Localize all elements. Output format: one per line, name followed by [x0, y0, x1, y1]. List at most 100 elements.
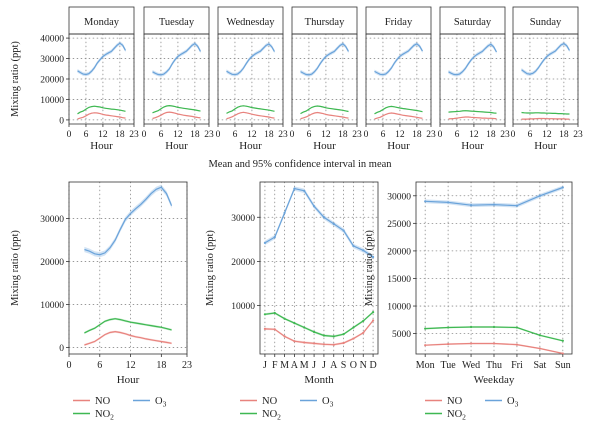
- data-point-no: [515, 343, 519, 346]
- x-tick-label: 18: [156, 360, 166, 371]
- series-line-o3: [84, 186, 173, 256]
- x-tick-label: 12: [98, 130, 108, 140]
- data-point-o3: [447, 201, 450, 204]
- data-point-no2: [515, 326, 519, 329]
- strip-label-wednesday: Wednesday: [226, 17, 275, 28]
- series-line-no2: [226, 105, 275, 114]
- data-point-o3: [303, 189, 306, 192]
- data-point-o3: [469, 204, 473, 207]
- strip-label-monday: Monday: [84, 17, 120, 28]
- g-hour-frame: [68, 181, 188, 355]
- y-axis-label: Mixing ratio (ppt): [10, 230, 21, 306]
- x-tick-label: 12: [173, 130, 183, 140]
- x-tick-label: S: [341, 360, 347, 371]
- data-point-no: [283, 335, 286, 338]
- series-line-no: [226, 111, 275, 120]
- data-point-no2: [371, 311, 375, 314]
- data-point-no2: [352, 326, 355, 329]
- x-tick-label: A: [291, 360, 299, 371]
- strip-label-sunday: Sunday: [530, 17, 562, 28]
- data-point-o3: [293, 187, 296, 190]
- series-line-no2: [300, 105, 349, 115]
- data-point-no2: [561, 339, 564, 342]
- data-point-o3: [342, 229, 345, 232]
- x-tick-label: 18: [486, 130, 496, 140]
- data-point-o3: [263, 241, 267, 244]
- strip-box: [68, 6, 135, 35]
- x-tick-label: O: [350, 360, 357, 371]
- y-axis-label: Mixing ratio (ppt): [10, 41, 21, 117]
- x-axis-label: Hour: [117, 374, 140, 386]
- y-axis-label: Mixing ratio (ppt): [364, 230, 375, 306]
- x-tick-label: 6: [381, 130, 386, 140]
- legend-label-o3: O3: [322, 396, 334, 409]
- legend: NO NO2 O3: [73, 396, 167, 422]
- data-point-o3: [371, 255, 375, 259]
- x-tick-label: 18: [115, 130, 125, 140]
- x-tick-label: 0: [511, 130, 516, 140]
- x-tick-label: Wed: [462, 360, 480, 371]
- y-tick-label: 10000: [387, 303, 411, 313]
- x-tick-label: 6: [307, 130, 312, 140]
- x-tick-label: 23: [129, 130, 139, 140]
- x-tick-label: 23: [278, 130, 288, 140]
- data-point-no2: [322, 334, 326, 337]
- ci-band-no: [84, 330, 172, 346]
- series-line-no: [152, 111, 201, 120]
- strip-label-saturday: Saturday: [454, 17, 492, 28]
- series-line-o3: [77, 42, 127, 76]
- data-point-o3: [352, 244, 355, 248]
- ci-band-no: [425, 342, 563, 355]
- x-tick-label: 0: [290, 130, 295, 140]
- legend-label-no2: NO2: [447, 409, 466, 422]
- series-line-o3: [374, 43, 424, 76]
- data-point-no: [561, 352, 564, 355]
- ci-band-no2: [84, 317, 172, 334]
- y-tick-label: 20000: [40, 258, 64, 268]
- y-tick-label: 15000: [387, 275, 411, 285]
- strip-box: [291, 6, 358, 35]
- series-line-no: [264, 320, 374, 346]
- legend-item-no2: NO2: [73, 409, 114, 422]
- y-tick-label: 10000: [231, 302, 255, 312]
- legend-subscript: 2: [462, 413, 466, 422]
- series-line-o3: [448, 43, 498, 76]
- legend-item-o3: O3: [133, 396, 167, 409]
- x-tick-label: A: [330, 360, 338, 371]
- x-tick-label: 18: [412, 130, 422, 140]
- legend-label-o3: O3: [155, 396, 167, 409]
- x-tick-label: Tue: [441, 360, 457, 371]
- x-tick-label: F: [272, 360, 278, 371]
- series-line-o3: [226, 43, 276, 76]
- legend-subscript: 3: [330, 400, 334, 409]
- data-point-no2: [312, 330, 316, 334]
- data-point-no: [312, 342, 316, 345]
- data-point-no2: [362, 319, 365, 323]
- x-tick-label: 6: [97, 360, 102, 371]
- x-tick-label: 0: [67, 130, 72, 140]
- legend-label-no: NO: [447, 396, 463, 407]
- data-point-o3: [362, 249, 365, 252]
- figure-caption: Mean and 95% confidence interval in mean: [208, 159, 392, 170]
- data-point-no2: [283, 317, 286, 320]
- legend: NO NO2 O3: [240, 396, 334, 422]
- ci-band-o3: [264, 186, 374, 260]
- x-axis-label: Hour: [387, 140, 410, 152]
- data-point-no2: [293, 322, 296, 325]
- x-tick-label: 23: [573, 130, 583, 140]
- x-tick-label: 12: [126, 360, 136, 371]
- legend-subscript: 2: [110, 413, 114, 422]
- series-line-no2: [84, 318, 172, 334]
- x-tick-label: 0: [216, 130, 221, 140]
- x-tick-label: 0: [438, 130, 443, 140]
- legend-label-no2: NO2: [262, 409, 281, 422]
- x-tick-label: Sat: [533, 360, 546, 371]
- data-point-o3: [515, 204, 519, 207]
- ci-band-o3: [152, 41, 201, 77]
- series-line-no: [521, 117, 570, 120]
- legend: NO NO2 O3: [425, 396, 519, 422]
- x-axis-label: Hour: [461, 140, 484, 152]
- x-tick-label: 6: [84, 130, 89, 140]
- strip-label-friday: Friday: [385, 17, 413, 28]
